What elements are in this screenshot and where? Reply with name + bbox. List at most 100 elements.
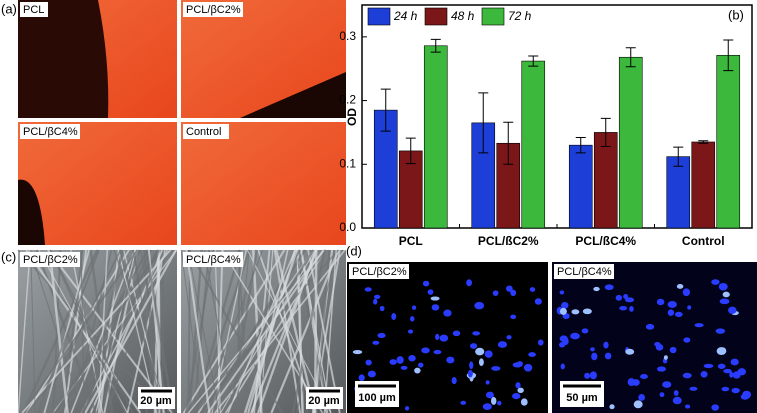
error-bar [723,39,734,72]
error-bar [503,121,514,165]
nucleus [740,393,750,400]
bar [666,156,691,229]
nucleus [715,328,726,334]
nucleus [656,298,665,306]
fiber [221,249,324,413]
nucleus [510,314,517,320]
y-tick-label: 0.1 [339,156,356,170]
bar [423,45,448,229]
nucleus [667,301,677,308]
fiber [313,249,318,413]
nucleus [728,306,737,314]
nucleus [561,301,569,309]
error-bar [430,38,441,53]
nucleus [615,294,623,301]
error-bar [528,55,539,67]
fiber [187,249,326,413]
panel-label: (a) [1,1,17,16]
nucleus [446,356,455,364]
nucleus [537,339,544,346]
error-bar [380,88,391,132]
fiber [307,249,341,413]
nucleus [719,298,730,305]
dark-region [18,0,109,118]
nucleus [689,386,698,391]
label-box [20,2,48,17]
bar [618,56,643,229]
nucleus [729,371,734,378]
nucleus [669,346,677,354]
micrograph [18,122,177,245]
nucleus [515,382,521,389]
x-tick-label: Control [682,234,725,248]
nucleus [460,400,467,405]
fiber [291,249,326,413]
nucleus [433,349,442,355]
nucleus [604,284,614,291]
nucleus [659,392,665,398]
label-box [183,252,243,267]
nucleus [672,396,682,405]
scale-label: 100 µm [358,392,396,404]
scale-label: 50 µm [566,392,598,404]
nucleus [633,400,643,409]
image-label: PCL/βC4% [186,254,241,266]
bar [716,55,741,229]
legend-swatch [481,7,505,26]
nucleus [512,393,521,400]
image-label: Control [186,126,221,138]
fiber [192,249,242,413]
nucleus [629,306,634,312]
fiber [207,249,325,413]
fiber [203,249,235,413]
nucleus [372,340,380,345]
nucleus [683,337,691,343]
x-tick-label: PCL [399,234,423,248]
nucleus [506,335,512,340]
fiber [49,249,127,413]
image-label: PCL/βC2% [23,254,78,266]
legend-swatch [424,7,448,26]
fiber [30,249,36,413]
nucleus [645,323,655,330]
image-label: PCL/βC4% [557,266,612,278]
nucleus [443,309,452,317]
fiber [188,249,203,413]
nucleus [439,334,449,342]
y-tick-label: 0.3 [339,29,356,43]
nucleus [491,366,501,371]
fiber [22,249,99,413]
nucleus [430,296,440,301]
nucleus [593,286,600,292]
nucleus [684,404,691,409]
nucleus [482,403,492,410]
fiber [72,249,113,413]
fiber [243,249,298,413]
bar [691,141,716,229]
nucleus [723,368,732,374]
nucleus [497,400,502,406]
fiber [70,249,104,413]
panel-label: (b) [728,7,744,22]
fiber [224,249,326,413]
fiber [180,249,204,413]
nucleus [358,374,365,382]
fiber [296,249,304,413]
scale-label: 20 µm [308,395,340,407]
nucleus [478,358,484,367]
x-tick-label: PCL/ßC4% [575,234,636,248]
fiber [192,249,211,413]
nucleus [396,356,404,364]
nucleus [367,370,376,378]
fiber [21,249,139,413]
fiber [62,249,84,413]
error-bar [575,137,586,154]
fiber [117,249,158,413]
label-box [183,2,243,17]
nucleus [467,369,473,378]
nucleus [722,291,730,298]
nucleus [451,376,457,385]
bar [568,144,593,229]
nucleus [520,398,528,406]
scale-label: 20 µm [140,395,172,407]
